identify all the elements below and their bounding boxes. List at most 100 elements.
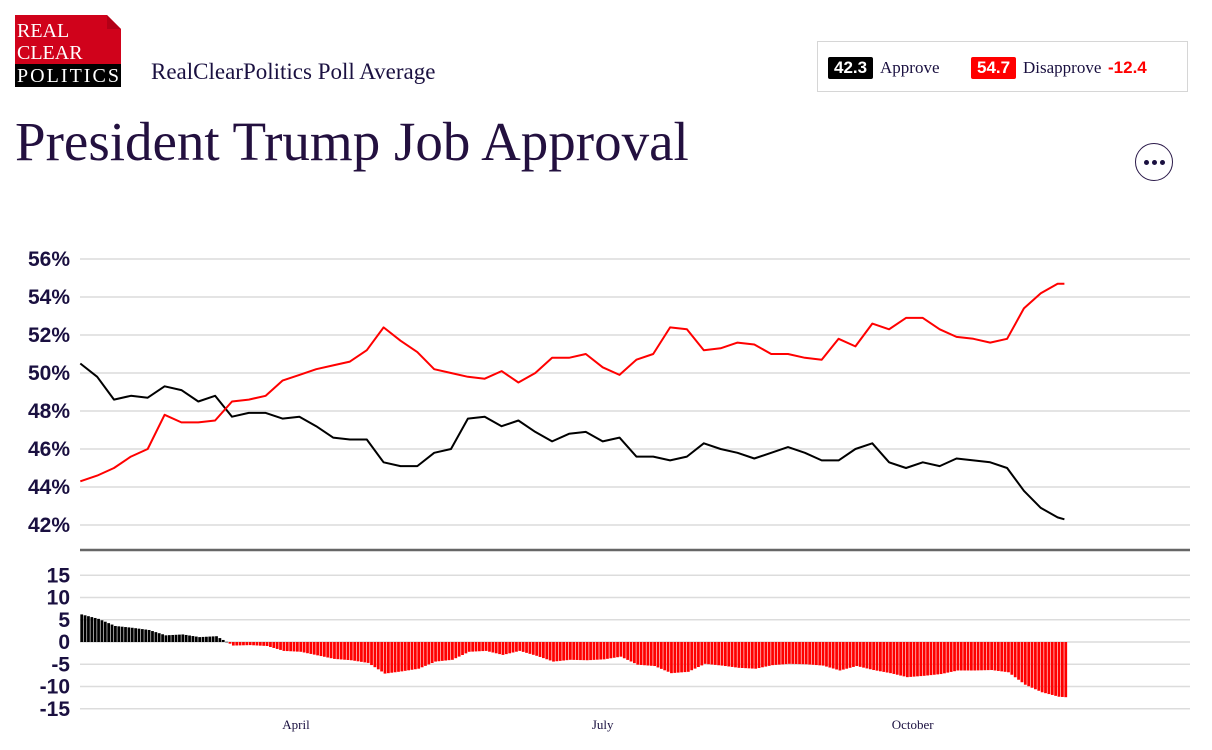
spread-bar [218,638,222,642]
spread-bar [461,642,464,655]
spread-bar [339,642,343,660]
spread-bar [548,642,552,661]
spread-bar [895,642,899,675]
spread-bar [467,642,471,652]
spread-bar [83,615,87,642]
spread-bar [747,642,751,669]
spread-bar [407,642,410,671]
spread-bar [707,642,710,665]
spread-bar [929,642,933,676]
spread-bar [680,642,683,673]
spread-bar [1020,642,1024,683]
approve-label: Approve [880,58,940,77]
spread-bar [1057,642,1061,697]
spread-bar [117,626,121,642]
spread-bar [130,627,134,642]
spread-bar [649,642,653,666]
spread-bar [289,642,293,652]
spread-bar [97,618,100,642]
spread-bar [542,642,545,659]
spread-bar [417,642,421,669]
spread-bar [882,642,886,672]
spread-bar [579,642,582,661]
spread-bar [980,642,983,671]
spread-bar [633,642,636,664]
spread-bar [764,642,768,667]
spread-bar [953,642,956,672]
spread-bar [336,642,340,660]
spread-bar [386,642,390,674]
spread-bar [279,642,282,650]
spread-bar [178,634,181,642]
spread-bar [666,642,670,672]
spread-bar [646,642,650,666]
spread-bar [444,642,448,661]
spread-bar [370,642,373,666]
spread-bar [174,634,178,642]
spread-bar [737,642,741,668]
spread-bar [1050,642,1054,695]
spread-bar [346,642,350,660]
spread-bar [518,642,522,651]
spread-bar [734,642,737,668]
spread-bar [151,631,154,642]
spread-bar [454,642,458,659]
spread-bar [309,642,313,654]
spread-bar [292,642,296,652]
spread-bar [191,636,195,642]
spread-bar [990,642,993,671]
spread-bar [1010,642,1014,675]
rcp-logo[interactable]: REAL CLEAR POLITICS [15,15,121,87]
more-options-button[interactable] [1135,143,1173,181]
spread-bar [103,621,107,642]
spread-bar [697,642,700,668]
spread-bar [144,629,148,642]
spread-bar [552,642,555,662]
spread-bar [208,636,212,642]
spread-bar [494,642,498,654]
spread-bar [302,642,306,653]
spread-bar [107,623,111,642]
ellipsis-icon [1159,159,1165,165]
spread-bar [90,617,94,642]
spread-bar [585,642,589,661]
spread-bar [93,617,97,642]
ellipsis-icon [1143,159,1149,165]
spread-bar [993,642,997,671]
spread-bar [360,642,363,662]
y-tick-label: 54% [28,286,70,309]
spread-bar [919,642,923,677]
spread-bar [841,642,845,670]
spread-bar [326,642,330,658]
spread-bar [120,626,124,642]
spread-bar [858,642,862,667]
spread-bar [845,642,849,669]
spread-bar [1047,642,1051,695]
spread-bar [926,642,929,676]
spread-bar [784,642,788,665]
spread-bar [471,642,475,652]
spread-bar [905,642,909,678]
spread-bar [777,642,781,665]
spread-bar [545,642,549,660]
spread-bar [835,642,838,670]
spread-bar [565,642,569,661]
spread-bar [703,642,707,664]
poll-average-subtitle: RealClearPolitics Poll Average [151,59,436,84]
spread-bar [943,642,946,674]
spread-bar [481,642,485,652]
spread-bar [619,642,623,657]
spread-bar [889,642,892,674]
y-tick-label: -15 [40,698,71,721]
spread-bar [879,642,882,672]
spread-bar [946,642,950,673]
spread-bar [255,642,259,646]
spread-bar [299,642,303,652]
spread-bar [939,642,943,675]
spread-bar [686,642,690,672]
spread-bar [1064,642,1068,698]
spread-bar [912,642,916,677]
spread-bar [201,636,205,642]
spread-bar [134,628,138,642]
